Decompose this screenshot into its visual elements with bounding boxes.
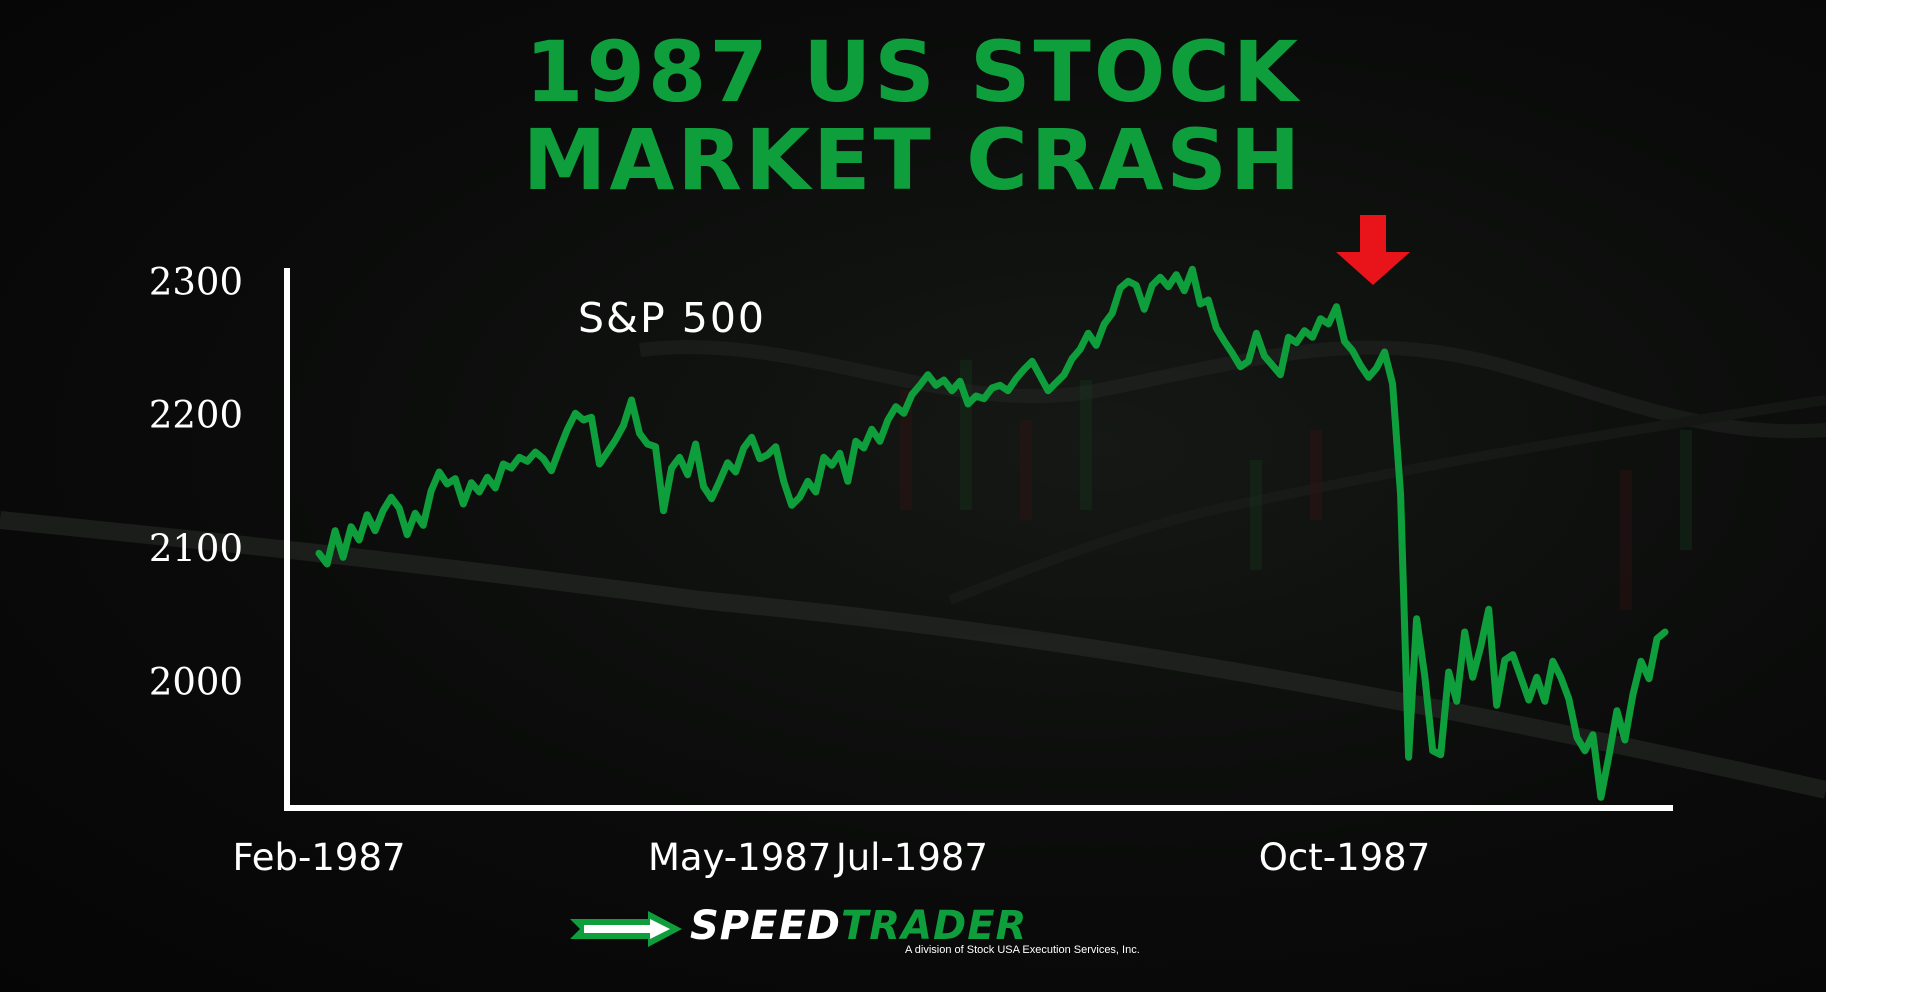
- y-axis-tick-labels: 2300 2200 2100 2000: [149, 260, 243, 703]
- y-tick-label-2100: 2100: [149, 527, 243, 570]
- x-tick-label-jul-1987: Jul-1987: [834, 836, 988, 879]
- logo-trader-text: TRADER: [840, 903, 1028, 949]
- y-tick-label-2300: 2300: [149, 260, 243, 303]
- speedtrader-logo: SPEEDTRADER A division of Stock USA Exec…: [570, 903, 1270, 957]
- logo-subtitle: A division of Stock USA Execution Servic…: [905, 944, 1140, 956]
- y-tick-label-2000: 2000: [149, 660, 243, 703]
- logo-arrow-icon: [570, 911, 682, 947]
- chart-stage: 1987 US STOCK MARKET CRASH 2300 2200 2100 2…: [0, 0, 1826, 992]
- series-label-sp500: S&P 500: [578, 294, 766, 342]
- x-axis-tick-labels: Feb-1987 May-1987 Jul-1987 Oct-1987: [233, 836, 1431, 879]
- logo-speed-text: SPEED: [690, 903, 841, 949]
- series-line-sp500: [315, 265, 1669, 801]
- x-tick-label-may-1987: May-1987: [648, 836, 831, 879]
- x-tick-label-feb-1987: Feb-1987: [233, 836, 406, 879]
- x-tick-label-oct-1987: Oct-1987: [1259, 836, 1431, 879]
- chart-title-line-1: 1987 US STOCK: [525, 23, 1301, 121]
- y-tick-label-2200: 2200: [149, 394, 243, 437]
- line-chart: 2300 2200 2100 2000 Feb-1987 May-1987 Jul-198…: [149, 215, 1669, 879]
- crash-marker-arrow-icon: [1336, 215, 1410, 285]
- chart-title-line-2: MARKET CRASH: [522, 111, 1304, 209]
